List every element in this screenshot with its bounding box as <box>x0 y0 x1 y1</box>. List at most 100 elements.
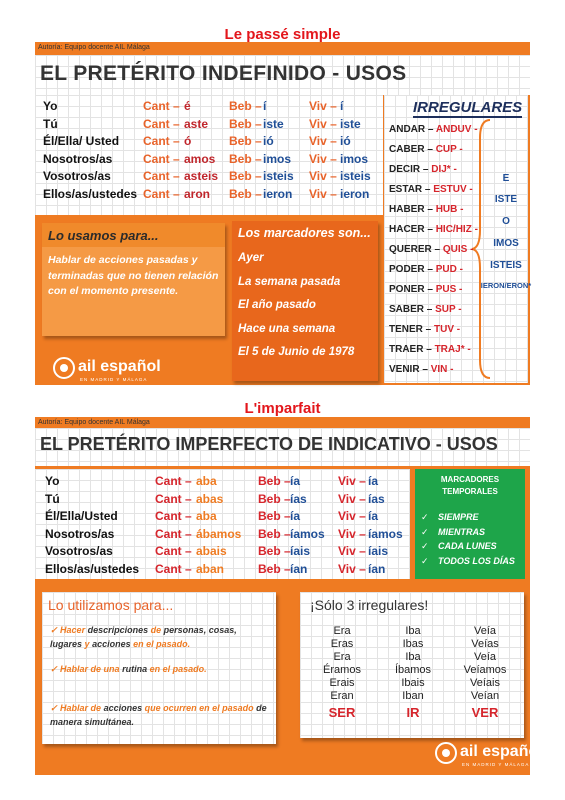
irregular-panel <box>384 95 528 383</box>
pronoun: Él/Ella/Usted <box>45 509 118 524</box>
stem: Viv – <box>338 491 366 506</box>
usage-segment: acciones <box>92 639 131 649</box>
irregular-verb: VER <box>471 705 499 720</box>
marker: TODOS LOS DÍAS <box>438 555 515 566</box>
stem: SUP - <box>435 304 462 315</box>
form: Era <box>333 625 351 637</box>
stem: TUV - <box>434 324 461 335</box>
stem: Beb – <box>229 187 262 201</box>
stem: Beb – <box>229 134 262 149</box>
ending: aste <box>184 116 209 131</box>
marker: La semana pasada <box>238 275 341 288</box>
irregular-title: ¡Sólo 3 irregulares! <box>310 597 429 613</box>
usage-segment: acciones <box>103 703 143 713</box>
ending: asteis <box>184 169 219 184</box>
ending: O <box>502 216 510 227</box>
form: Iban <box>402 690 424 702</box>
ending: ían <box>368 562 386 576</box>
ending: íamos <box>368 526 403 541</box>
usage-segment: Hablar de <box>60 703 102 713</box>
stem: Cant – <box>143 134 180 149</box>
marker: Hace una semana <box>238 322 336 335</box>
logo-name: ail español <box>460 743 543 760</box>
stem: Cant – <box>143 99 180 113</box>
stem: Viv – <box>338 544 366 559</box>
check: ✓ <box>50 664 61 674</box>
irregular-verb: CABER – CUP - <box>389 144 463 155</box>
ending: í <box>340 99 344 113</box>
heading: EL PRETÉRITO INDEFINIDO - USOS <box>40 62 407 85</box>
verb: DECIR – <box>389 164 429 175</box>
form: Éramos <box>323 664 361 676</box>
stem: ANDUV - <box>435 124 478 135</box>
form: Eran <box>330 690 354 702</box>
stem: Beb – <box>258 474 291 488</box>
logo-icon <box>53 357 75 379</box>
irregular-note <box>300 592 524 738</box>
ending: íais <box>290 544 311 559</box>
stem: Beb – <box>229 169 262 184</box>
usage-segment: de manera simultánea. <box>50 703 267 727</box>
stem: Viv – <box>309 151 337 166</box>
usage-title: Lo utilizamos para... <box>48 597 174 613</box>
usage-note <box>42 592 276 744</box>
section-label: Le passé simple <box>224 26 341 43</box>
logo-icon <box>435 742 457 764</box>
ending: ías <box>368 491 385 506</box>
verb: HACER – <box>389 224 433 235</box>
check: ✓ <box>421 555 429 566</box>
ending: E <box>502 173 510 184</box>
verb: ESTAR – <box>389 184 431 195</box>
usage-segment: y <box>84 639 90 649</box>
stem: Cant – <box>155 562 192 576</box>
stem: Viv – <box>338 474 366 488</box>
stem: Beb – <box>258 509 291 524</box>
usage-segment: rutina <box>122 664 148 674</box>
ending: é <box>184 99 191 113</box>
irregular-verb: ANDAR – ANDUV - <box>389 124 478 135</box>
pronoun: Él/Ella/ Usted <box>43 134 120 149</box>
usage-item: ✓ Hablar de acciones que ocurren en el p… <box>50 701 268 729</box>
verb: QUERER – <box>389 244 441 255</box>
stem: Cant – <box>155 474 192 488</box>
ending: ábamos <box>196 526 242 541</box>
form: Veían <box>470 690 500 702</box>
verb: ANDAR – <box>389 124 434 135</box>
stem: Cant – <box>143 187 180 201</box>
ending: ías <box>290 491 307 506</box>
marker: MIENTRAS <box>438 526 485 537</box>
check: ✓ <box>421 512 429 522</box>
ending: ieron <box>340 187 370 201</box>
ending: IMOS <box>493 238 519 249</box>
usage-segment: en el pasado. <box>149 664 207 674</box>
logo-tagline: EN MADRID Y MÁLAGA <box>80 377 148 382</box>
ending: aban <box>196 562 225 576</box>
ending: amos <box>184 151 216 166</box>
stem: Viv – <box>309 169 337 184</box>
ending: íais <box>368 544 389 559</box>
ending: ieron <box>263 187 293 201</box>
form: Iba <box>405 651 421 663</box>
ending: ía <box>290 474 301 488</box>
irregular-verb: SER <box>328 705 356 720</box>
irregular-verb: HACER – HIC/HIZ - <box>389 224 478 235</box>
pronoun: Yo <box>45 474 60 488</box>
pronoun: Nosotros/as <box>43 151 113 166</box>
pronoun: Tú <box>45 491 60 506</box>
stem: Beb – <box>258 491 291 506</box>
markers-title: Los marcadores son... <box>238 226 371 240</box>
form: Ibas <box>402 638 424 650</box>
conjugation-panel <box>35 95 383 215</box>
marker: Ayer <box>238 252 264 264</box>
form: Erais <box>329 677 355 689</box>
verb: CABER – <box>389 144 433 155</box>
check: ✓ <box>421 526 429 537</box>
ending: iste <box>263 116 284 131</box>
form: Veías <box>471 638 499 650</box>
ending: isteis <box>263 169 294 184</box>
irregular-verb: VENIR – VIN - <box>389 364 453 375</box>
logo-name: ail español <box>78 358 161 375</box>
ending: imos <box>263 151 292 166</box>
ending: aba <box>196 509 217 524</box>
